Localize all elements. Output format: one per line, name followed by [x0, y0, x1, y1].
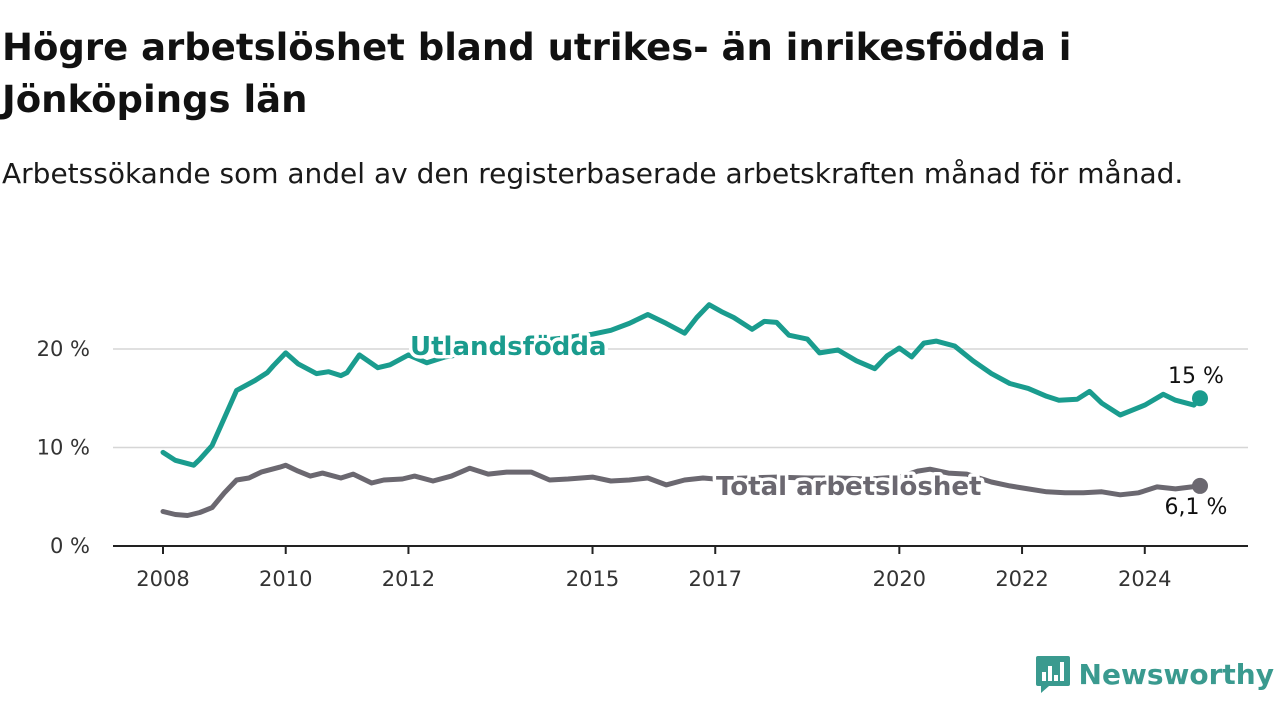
- series-line-2: [160, 462, 1203, 518]
- y-axis: 0 % 10 % 20 %: [37, 337, 90, 558]
- x-tick-label: 2010: [259, 567, 312, 591]
- series-lines: [160, 302, 1203, 518]
- y-tick-label: 10 %: [37, 436, 90, 460]
- series-label-total: Total arbetslöshet: [716, 472, 981, 502]
- brand-name: Newsworthy: [1078, 657, 1274, 691]
- brand-logo: Newsworthy: [1035, 652, 1274, 696]
- x-tick-label: 2022: [995, 567, 1048, 591]
- x-tick-label: 2020: [873, 567, 926, 591]
- series-end-point-2: [1192, 477, 1208, 494]
- x-tick-label: 2008: [136, 567, 189, 591]
- end-markers: 15 % 6,1 %: [1165, 364, 1228, 520]
- chart-subtitle: Arbetssökande som andel av den registerb…: [2, 157, 1184, 190]
- y-tick-label: 20 %: [37, 337, 90, 361]
- end-value-label-utlandsfodda: 15 %: [1168, 364, 1224, 389]
- x-axis: 2008 2010 2012 2015 2017 2020 2022 2024: [113, 545, 1248, 591]
- series-end-point-1: [1192, 390, 1208, 407]
- gridlines: [113, 348, 1248, 449]
- x-tick-label: 2015: [566, 567, 619, 591]
- x-tick-label: 2012: [382, 567, 435, 591]
- x-tick-label: 2024: [1118, 567, 1171, 591]
- chart-title: Högre arbetslöshet bland utrikes- än inr…: [2, 26, 1072, 121]
- x-tick-label: 2017: [689, 567, 742, 591]
- bar-chart-speech-bubble-icon: [1035, 656, 1070, 693]
- series-label-utlandsfodda: Utlandsfödda: [410, 332, 607, 362]
- series-labels: Utlandsfödda Total arbetslöshet: [407, 329, 985, 506]
- series-line-1: [160, 302, 1203, 468]
- y-tick-label: 0 %: [50, 534, 90, 558]
- end-value-label-total: 6,1 %: [1165, 495, 1228, 520]
